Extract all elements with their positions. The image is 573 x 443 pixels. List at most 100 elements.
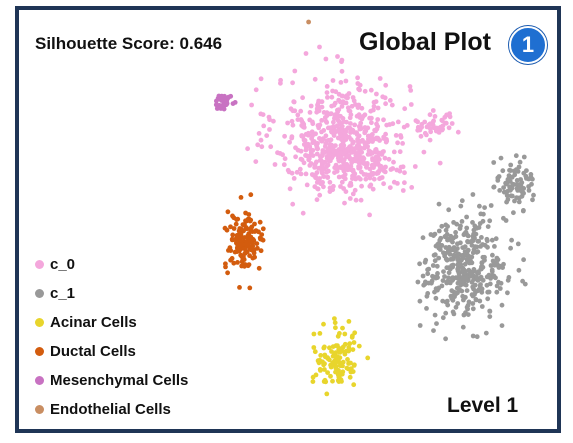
data-point [390,166,395,171]
legend-item-ductal-cells[interactable]: Ductal Cells [35,337,188,366]
data-point [257,266,262,271]
data-point [409,185,414,190]
legend-dot-icon [35,289,44,298]
data-point [449,288,454,293]
data-point [422,120,427,125]
data-point [518,160,523,165]
data-point [338,100,343,105]
data-point [514,153,519,158]
data-point [248,227,253,232]
data-point [361,160,366,165]
legend-dot-icon [35,347,44,356]
data-point [328,180,333,185]
data-point [470,220,475,225]
data-point [471,306,476,311]
data-point [321,184,326,189]
plot-frame: Silhouette Score: 0.646 Global Plot 1 c_… [15,6,561,433]
data-point [350,335,355,340]
data-point [478,284,483,289]
data-point [268,144,273,149]
data-point [363,177,368,182]
data-point [228,245,233,250]
data-point [464,226,469,231]
data-point [477,204,482,209]
data-point [325,175,330,180]
data-point [355,132,360,137]
data-point [290,202,295,207]
data-point [482,255,487,260]
data-point [447,270,452,275]
data-point [325,95,330,100]
data-point [335,54,340,59]
data-point [433,258,438,263]
data-point [443,223,448,228]
data-point [480,260,485,265]
data-point [332,316,337,321]
data-point [340,69,345,74]
data-point [506,278,511,283]
data-point [437,229,442,234]
data-point [472,267,477,272]
data-point [490,253,495,258]
data-point [345,167,350,172]
data-point [425,294,430,299]
data-point [448,281,453,286]
data-point [340,58,345,63]
data-point [421,235,426,240]
data-point [367,184,372,189]
data-point [288,186,293,191]
data-point [310,148,315,153]
data-point [369,116,374,121]
data-point [466,303,471,308]
data-point [447,125,452,130]
legend-item-mesenchymal-cells[interactable]: Mesenchymal Cells [35,366,188,395]
data-point [253,159,258,164]
data-point [443,311,448,316]
data-point [259,138,264,143]
data-point [522,155,527,160]
data-point [328,363,333,368]
data-point [508,246,513,251]
data-point [336,334,341,339]
legend-item-endothelial-cells[interactable]: Endothelial Cells [35,395,188,424]
data-point [246,217,251,222]
data-point [487,314,492,319]
data-point [476,269,481,274]
data-point [402,106,407,111]
data-point [521,209,526,214]
data-point [463,244,468,249]
data-point [333,361,338,366]
data-point [238,253,243,258]
legend-label: Endothelial Cells [50,401,171,418]
data-point [254,87,259,92]
data-point [468,239,473,244]
data-point [343,133,348,138]
data-point [434,276,439,281]
data-point [285,121,290,126]
data-point [453,230,458,235]
data-point [325,84,330,89]
data-point [497,174,502,179]
data-point [259,76,264,81]
data-point [333,143,338,148]
data-point [254,228,259,233]
data-point [383,170,388,175]
data-point [305,183,310,188]
data-point [486,224,491,229]
legend-label: Ductal Cells [50,343,136,360]
data-point [474,297,479,302]
data-point [341,174,346,179]
data-point [302,160,307,165]
data-point [301,211,306,216]
data-point [394,133,399,138]
data-point [342,201,347,206]
data-point [474,245,479,250]
data-point [456,130,461,135]
legend-item-c1[interactable]: c_1 [35,279,188,308]
legend-item-c0[interactable]: c_0 [35,250,188,279]
data-point [303,138,308,143]
legend-item-acinar-cells[interactable]: Acinar Cells [35,308,188,337]
data-point [328,125,333,130]
data-point [499,156,504,161]
data-point [365,356,370,361]
